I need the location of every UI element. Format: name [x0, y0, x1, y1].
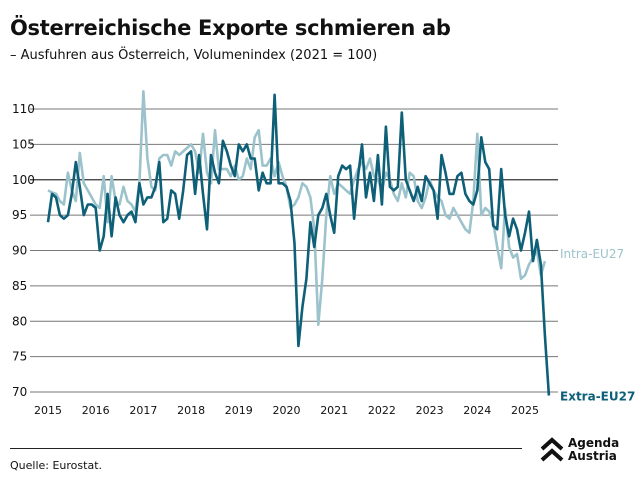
x-tick-label: 2022 — [368, 404, 396, 417]
x-tick-labels: 2015 2016 2017 2018 2019 2020 2021 2022 2023 2024… — [34, 404, 539, 417]
x-tick-label: 2018 — [177, 404, 205, 417]
x-tick-label: 2015 — [34, 404, 62, 417]
y-tick-label: 70 — [12, 385, 27, 399]
y-tick-label: 75 — [12, 350, 27, 364]
x-tick-label: 2025 — [511, 404, 539, 417]
series-line-intra-eu27 — [47, 90, 547, 327]
x-tick-label: 2021 — [320, 404, 348, 417]
y-tick-label: 105 — [12, 137, 35, 151]
y-tick-label: 80 — [12, 314, 27, 328]
series-labels: Intra-EU27 Extra-EU27 — [560, 247, 635, 404]
series-label: Intra-EU27 — [560, 247, 624, 261]
x-tick-label: 2019 — [225, 404, 253, 417]
y-tick-label: 85 — [12, 279, 27, 293]
x-tick-label: 2016 — [82, 404, 110, 417]
footer-divider — [10, 448, 522, 449]
x-tick-label: 2017 — [129, 404, 157, 417]
series-label: Extra-EU27 — [560, 390, 635, 404]
y-tick-label: 110 — [12, 102, 35, 116]
series-lines — [46, 90, 551, 396]
logo-line2: Austria — [568, 449, 617, 463]
series-line-extra-eu27 — [46, 93, 551, 396]
y-tick-label: 90 — [12, 244, 27, 258]
gridlines — [30, 108, 558, 393]
x-tick-label: 2020 — [273, 404, 301, 417]
agenda-austria-logo: Agenda Austria — [540, 437, 619, 463]
x-tick-label: 2024 — [463, 404, 491, 417]
chart-title: Österreichische Exporte schmieren ab — [10, 16, 451, 40]
y-tick-label: 100 — [12, 173, 35, 187]
logo-mark-icon — [540, 437, 564, 462]
y-tick-label: 95 — [12, 208, 27, 222]
x-tick-label: 2023 — [416, 404, 444, 417]
source-note: Quelle: Eurostat. — [10, 459, 103, 472]
y-tick-labels: 70 75 80 85 90 95 100 105 110 — [12, 102, 35, 399]
logo-line1: Agenda — [568, 436, 620, 450]
chart-subtitle: – Ausfuhren aus Österreich, Volumenindex… — [10, 48, 378, 63]
